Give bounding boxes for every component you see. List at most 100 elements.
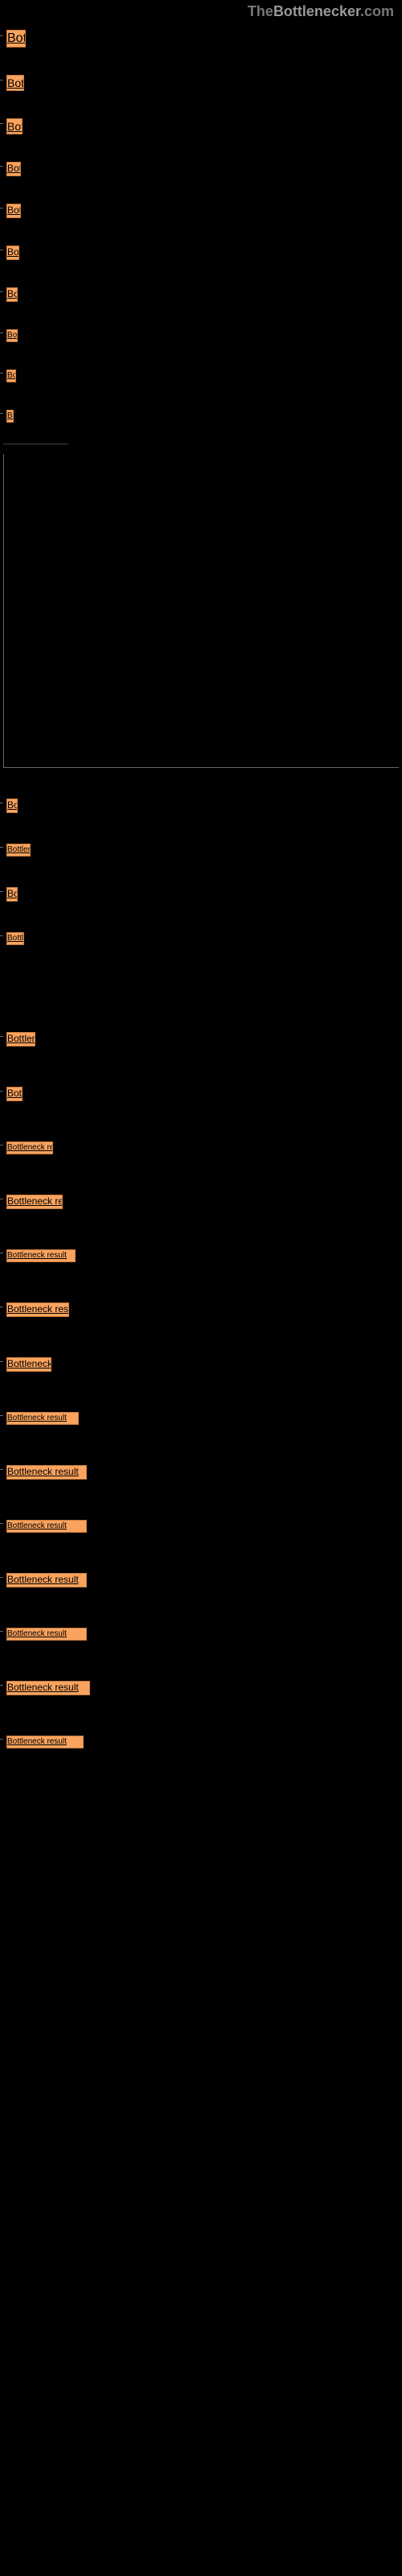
item-row: Bottleneck result	[0, 155, 402, 176]
bottleneck-item[interactable]: Bottleneck result	[6, 118, 23, 134]
tick-mark	[0, 1523, 3, 1524]
bottleneck-item[interactable]: Bottleneck result	[6, 246, 19, 260]
bottleneck-item[interactable]: Bottleneck result	[6, 204, 21, 218]
bottleneck-link[interactable]: Bottleneck result	[7, 1737, 67, 1746]
bottleneck-item[interactable]: Bottleneck result	[6, 1357, 51, 1372]
bottleneck-link[interactable]: Bottleneck result	[7, 163, 21, 174]
item-row: Bottleneck result	[0, 112, 402, 134]
logo-suffix: .com	[360, 3, 394, 19]
item-row: Bottleneck result	[0, 1621, 402, 1641]
bottleneck-item[interactable]: Bottleneck result	[6, 1302, 69, 1317]
item-row: Bottleneck result	[0, 1567, 402, 1587]
bottleneck-link[interactable]: Bottleneck result	[7, 288, 18, 299]
bottleneck-item[interactable]: Bottleneck result	[6, 1736, 84, 1748]
bottleneck-item[interactable]: Bottleneck result	[6, 162, 21, 176]
bottleneck-item[interactable]: Bottleneck result	[6, 1032, 35, 1046]
x-axis	[3, 767, 399, 768]
bottleneck-link[interactable]: Bottleneck result	[7, 246, 19, 258]
bottleneck-link[interactable]: Bottleneck result	[7, 204, 21, 216]
tick-mark	[0, 291, 3, 292]
tick-mark	[0, 166, 3, 167]
bottleneck-link[interactable]: Bottleneck result	[7, 331, 18, 340]
bottleneck-item[interactable]: Bottleneck result	[6, 1465, 87, 1480]
tick-mark	[0, 1631, 3, 1632]
item-row: Bottleneck result	[0, 1243, 402, 1262]
bottleneck-link[interactable]: Bottleneck result	[7, 31, 26, 45]
bottleneck-item[interactable]: Bottleneck result	[6, 1520, 87, 1533]
item-row: Bottleneck result	[0, 1026, 402, 1046]
bottleneck-link[interactable]: Bottleneck result	[7, 799, 18, 811]
bottleneck-item[interactable]: Bottleneck result	[6, 329, 18, 342]
bottleneck-link[interactable]: Bottleneck result	[7, 845, 31, 854]
bottleneck-item[interactable]: Bottleneck result	[6, 1141, 53, 1154]
logo-main: Bottlenecker	[273, 3, 360, 19]
bottleneck-item[interactable]: Bottleneck result	[6, 1195, 63, 1209]
bottleneck-link[interactable]: Bottleneck result	[7, 1414, 67, 1422]
item-row: Bottleneck result	[0, 1080, 402, 1101]
bottleneck-item[interactable]: Bottleneck result	[6, 887, 18, 902]
bottleneck-link[interactable]: Bottleneck result	[7, 888, 18, 899]
bottleneck-link[interactable]: Bottleneck result	[7, 1358, 51, 1369]
bottleneck-item[interactable]: Bottleneck result	[6, 1087, 23, 1101]
item-row: Bottleneck result	[0, 926, 402, 945]
tick-mark	[0, 1577, 3, 1578]
item-row: Bottleneck result	[0, 792, 402, 813]
bottleneck-item[interactable]: Bottleneck result	[6, 410, 14, 423]
item-row: Bottleneck result	[0, 68, 402, 91]
bottleneck-item[interactable]: Bottleneck result	[6, 369, 16, 382]
item-row: Bottleneck result	[0, 837, 402, 857]
bottleneck-item[interactable]: Bottleneck result	[6, 799, 18, 813]
item-row: Bottleneck result	[0, 1296, 402, 1317]
bottleneck-item[interactable]: Bottleneck result	[6, 1412, 79, 1425]
bottleneck-item[interactable]: Bottleneck result	[6, 75, 24, 91]
item-row: Bottleneck result	[0, 239, 402, 260]
bottleneck-link[interactable]: Bottleneck result	[7, 1088, 23, 1099]
bottleneck-link[interactable]: Bottleneck result	[7, 1303, 69, 1315]
tick-mark	[0, 1739, 3, 1740]
bottleneck-link[interactable]: Bottleneck result	[7, 1466, 79, 1477]
bottleneck-link[interactable]: Bottleneck result	[7, 76, 24, 89]
tick-mark	[0, 123, 3, 124]
bottleneck-item[interactable]: Bottleneck result	[6, 1681, 90, 1695]
tick-mark	[0, 1685, 3, 1686]
bottleneck-link[interactable]: Bottleneck result	[7, 1033, 35, 1044]
bottleneck-item[interactable]: Bottleneck result	[6, 30, 26, 47]
bottleneck-link[interactable]: Bottleneck result	[7, 371, 16, 380]
bottleneck-link[interactable]: Bottleneck result	[7, 934, 24, 943]
bottleneck-item[interactable]: Bottleneck result	[6, 1573, 87, 1587]
tick-mark	[0, 35, 3, 36]
tick-mark	[0, 1091, 3, 1092]
bottleneck-link[interactable]: Bottleneck result	[7, 1521, 67, 1530]
bottleneck-item[interactable]: Bottleneck result	[6, 1249, 76, 1262]
tick-mark	[0, 413, 3, 414]
item-row: Bottleneck result	[0, 23, 402, 47]
bottleneck-link[interactable]: Bottleneck result	[7, 1682, 79, 1693]
bottleneck-link[interactable]: Bottleneck result	[7, 411, 14, 420]
tick-mark	[0, 373, 3, 374]
site-header: TheBottlenecker.com	[0, 0, 402, 23]
group-3: Bottleneck result Bottleneck result Bottle…	[0, 1026, 402, 1748]
bottleneck-link[interactable]: Bottleneck result	[7, 1574, 79, 1585]
bottleneck-item[interactable]: Bottleneck result	[6, 932, 24, 945]
item-row: Bottleneck result	[0, 363, 402, 382]
item-row: Bottleneck result	[0, 1406, 402, 1425]
bottleneck-item[interactable]: Bottleneck result	[6, 1628, 87, 1641]
tick-mark	[0, 1469, 3, 1470]
item-row: Bottleneck result	[0, 197, 402, 218]
bottleneck-link[interactable]: Bottleneck result	[7, 1251, 67, 1260]
tick-mark	[0, 847, 3, 848]
bottleneck-link[interactable]: Bottleneck result	[7, 1143, 53, 1152]
bottleneck-link[interactable]: Bottleneck result	[7, 120, 23, 133]
item-row: Bottleneck result	[0, 1513, 402, 1533]
item-row: Bottleneck result	[0, 881, 402, 902]
bottleneck-link[interactable]: Bottleneck result	[7, 1629, 67, 1638]
bottleneck-item[interactable]: Bottleneck result	[6, 844, 31, 857]
item-row: Bottleneck result	[0, 1729, 402, 1748]
chart-area	[3, 454, 399, 792]
bottleneck-item[interactable]: Bottleneck result	[6, 287, 18, 302]
item-row: Bottleneck result	[0, 1459, 402, 1480]
item-row: Bottleneck result	[0, 1135, 402, 1154]
site-logo-link[interactable]: TheBottlenecker.com	[248, 3, 394, 19]
bottleneck-link[interactable]: Bottleneck result	[7, 1195, 63, 1207]
tick-mark	[0, 1361, 3, 1362]
